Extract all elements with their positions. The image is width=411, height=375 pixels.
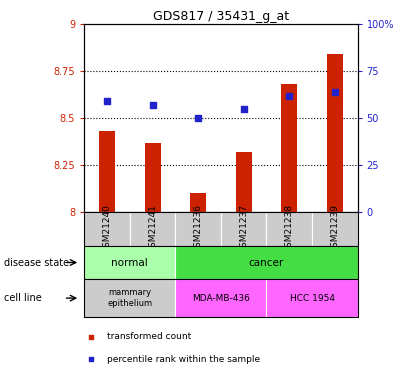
Bar bbox=[221, 212, 266, 246]
Bar bbox=[130, 212, 175, 246]
Text: normal: normal bbox=[111, 258, 148, 267]
Text: percentile rank within the sample: percentile rank within the sample bbox=[106, 355, 260, 364]
Text: disease state: disease state bbox=[4, 258, 69, 267]
Point bbox=[240, 106, 247, 112]
Text: GSM21241: GSM21241 bbox=[148, 204, 157, 253]
Text: transformed count: transformed count bbox=[106, 332, 191, 341]
Text: MDA-MB-436: MDA-MB-436 bbox=[192, 294, 250, 303]
Bar bbox=[266, 212, 312, 246]
Text: cell line: cell line bbox=[4, 293, 42, 303]
Bar bbox=[84, 246, 175, 279]
Bar bbox=[175, 212, 221, 246]
Point bbox=[195, 115, 201, 121]
Bar bbox=[175, 279, 266, 317]
Bar bbox=[99, 131, 115, 212]
Text: HCC 1954: HCC 1954 bbox=[289, 294, 335, 303]
Bar bbox=[84, 279, 175, 317]
Text: GSM21239: GSM21239 bbox=[330, 204, 339, 253]
Text: GSM21237: GSM21237 bbox=[239, 204, 248, 253]
Bar bbox=[145, 142, 161, 212]
Bar bbox=[175, 246, 358, 279]
Bar bbox=[190, 193, 206, 212]
Text: GSM21240: GSM21240 bbox=[102, 204, 111, 253]
Point bbox=[286, 93, 293, 99]
Point bbox=[104, 98, 110, 104]
Bar bbox=[266, 279, 358, 317]
Bar bbox=[236, 152, 252, 212]
Text: cancer: cancer bbox=[249, 258, 284, 267]
Point bbox=[87, 334, 94, 340]
Bar bbox=[312, 212, 358, 246]
Text: GSM21238: GSM21238 bbox=[285, 204, 294, 253]
Bar bbox=[281, 84, 297, 212]
Text: GSM21236: GSM21236 bbox=[194, 204, 203, 253]
Text: mammary
epithelium: mammary epithelium bbox=[107, 288, 152, 308]
Point bbox=[87, 356, 94, 362]
Bar bbox=[327, 54, 343, 212]
Bar bbox=[84, 212, 130, 246]
Title: GDS817 / 35431_g_at: GDS817 / 35431_g_at bbox=[153, 10, 289, 23]
Point bbox=[332, 89, 338, 95]
Point bbox=[149, 102, 156, 108]
